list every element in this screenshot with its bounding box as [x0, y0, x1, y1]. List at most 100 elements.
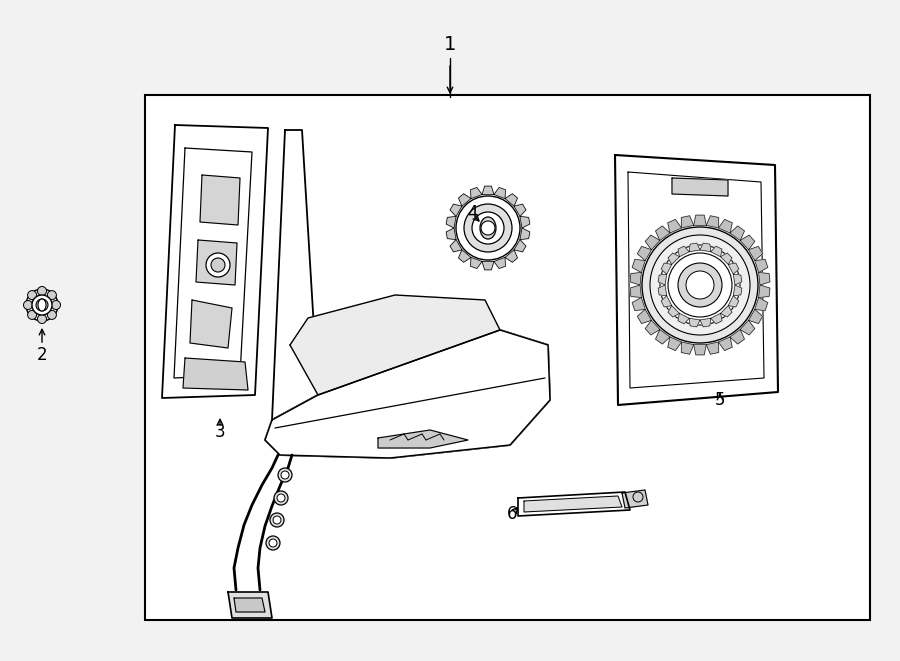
Polygon shape [632, 297, 645, 311]
Polygon shape [668, 305, 680, 317]
Polygon shape [678, 313, 689, 324]
Polygon shape [662, 263, 671, 274]
Text: 2: 2 [37, 346, 48, 364]
Polygon shape [520, 228, 530, 240]
Polygon shape [458, 250, 471, 262]
Polygon shape [645, 321, 660, 335]
Polygon shape [645, 235, 660, 250]
Polygon shape [482, 262, 494, 270]
Polygon shape [471, 257, 482, 268]
Polygon shape [450, 204, 462, 216]
Circle shape [686, 271, 714, 299]
Polygon shape [689, 243, 700, 252]
Polygon shape [655, 330, 670, 344]
Polygon shape [494, 188, 506, 198]
Circle shape [206, 253, 230, 277]
Polygon shape [630, 285, 642, 297]
Polygon shape [734, 285, 742, 296]
Text: 4: 4 [467, 204, 477, 222]
Circle shape [51, 301, 60, 309]
Circle shape [23, 301, 32, 309]
Polygon shape [265, 330, 550, 458]
Polygon shape [711, 313, 722, 324]
Circle shape [28, 291, 37, 299]
Polygon shape [228, 592, 272, 618]
Circle shape [277, 494, 285, 502]
Circle shape [660, 245, 740, 325]
Polygon shape [678, 246, 689, 256]
Polygon shape [730, 226, 744, 241]
Polygon shape [272, 130, 318, 420]
Polygon shape [524, 496, 622, 512]
Polygon shape [518, 492, 630, 516]
Polygon shape [749, 309, 762, 324]
Polygon shape [728, 296, 739, 307]
Circle shape [668, 253, 732, 317]
Polygon shape [183, 358, 248, 390]
Polygon shape [681, 342, 694, 354]
Polygon shape [632, 259, 645, 272]
Polygon shape [482, 186, 494, 194]
Circle shape [48, 311, 57, 319]
Polygon shape [630, 272, 642, 285]
Polygon shape [672, 178, 728, 196]
Polygon shape [728, 263, 739, 274]
Polygon shape [265, 330, 550, 458]
Polygon shape [637, 309, 652, 324]
Polygon shape [706, 215, 718, 228]
Bar [145, 95, 870, 620]
Polygon shape [740, 321, 755, 335]
Polygon shape [471, 188, 482, 198]
Circle shape [678, 263, 722, 307]
Circle shape [38, 315, 47, 323]
Polygon shape [234, 598, 265, 612]
Polygon shape [378, 430, 468, 448]
Polygon shape [505, 194, 518, 206]
Polygon shape [615, 155, 778, 405]
Polygon shape [190, 300, 232, 348]
Polygon shape [658, 274, 667, 285]
Polygon shape [458, 194, 471, 206]
Polygon shape [694, 344, 706, 355]
Polygon shape [450, 240, 462, 252]
Polygon shape [200, 175, 240, 225]
Polygon shape [711, 246, 722, 256]
Circle shape [278, 468, 292, 482]
Circle shape [650, 235, 750, 335]
Polygon shape [290, 295, 500, 395]
Polygon shape [637, 247, 652, 260]
Polygon shape [694, 215, 706, 225]
Polygon shape [681, 215, 694, 228]
Polygon shape [759, 285, 769, 297]
Circle shape [48, 291, 57, 299]
Polygon shape [689, 319, 700, 327]
Polygon shape [706, 342, 718, 354]
Polygon shape [755, 297, 768, 311]
Circle shape [270, 513, 284, 527]
Circle shape [38, 286, 47, 295]
Polygon shape [700, 319, 711, 327]
Polygon shape [734, 274, 742, 285]
Polygon shape [514, 240, 526, 252]
Circle shape [32, 295, 52, 315]
Circle shape [456, 196, 520, 260]
Polygon shape [514, 204, 526, 216]
Polygon shape [749, 247, 762, 260]
Polygon shape [700, 243, 711, 252]
Text: 6: 6 [507, 505, 517, 523]
Circle shape [273, 516, 281, 524]
Text: 5: 5 [715, 391, 725, 409]
Ellipse shape [38, 299, 46, 311]
Polygon shape [668, 219, 681, 233]
Polygon shape [622, 490, 648, 508]
Circle shape [481, 221, 495, 235]
Polygon shape [662, 296, 671, 307]
Polygon shape [718, 337, 733, 350]
Polygon shape [721, 305, 732, 317]
Polygon shape [446, 228, 456, 240]
Circle shape [281, 471, 289, 479]
Polygon shape [668, 253, 680, 264]
Polygon shape [718, 219, 733, 233]
Ellipse shape [480, 217, 496, 239]
Polygon shape [196, 240, 237, 285]
